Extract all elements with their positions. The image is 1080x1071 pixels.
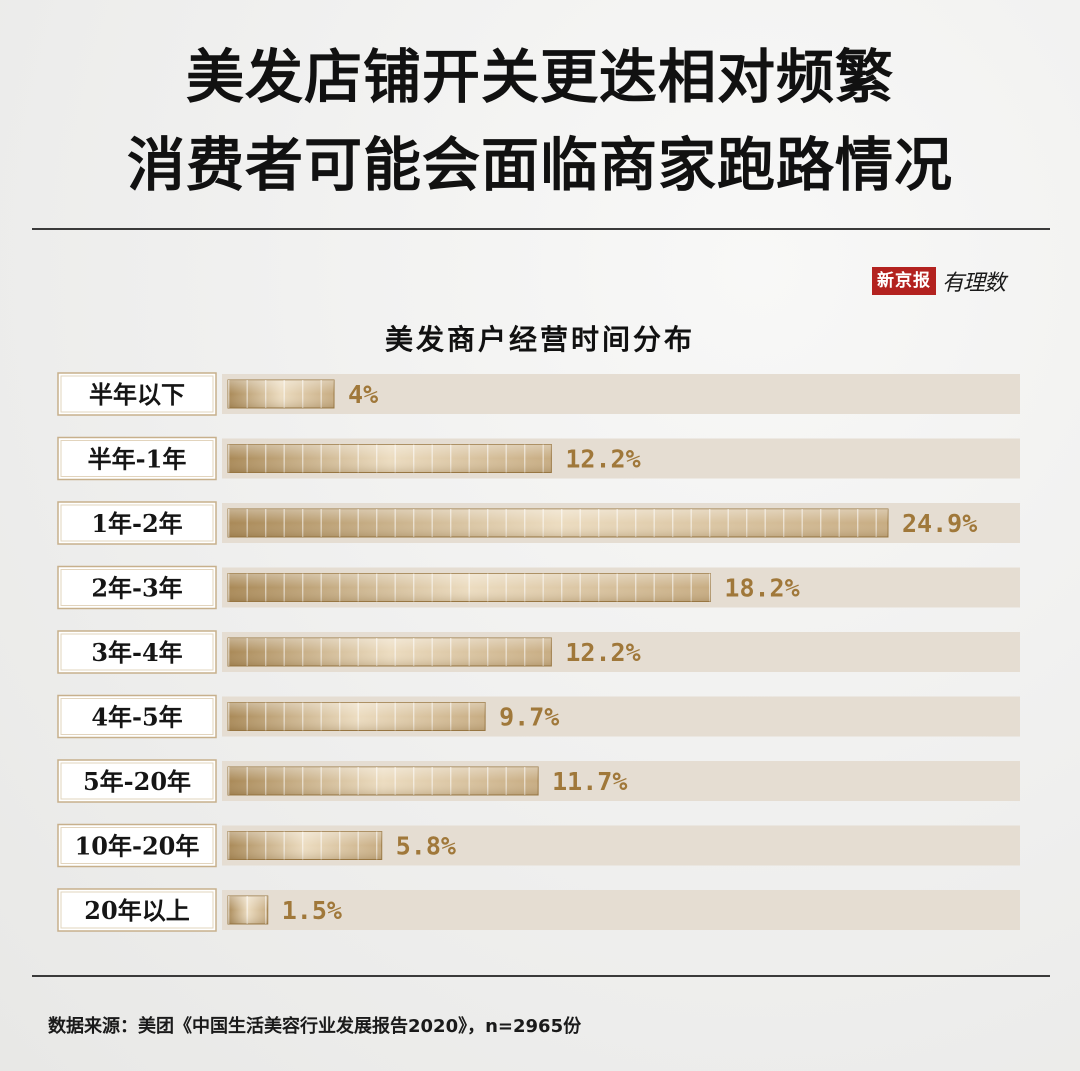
bar-shading [228, 767, 539, 795]
category-label: 半年以下 [89, 380, 185, 409]
category-label-inner-border [60, 827, 214, 864]
headline-line-2: 消费者可能会面临商家跑路情况 [126, 131, 953, 199]
bar-shading [228, 444, 552, 473]
category-label-box [57, 823, 217, 868]
category-label: 10年-20年 [75, 832, 200, 861]
category-label-inner-border [60, 440, 214, 477]
category-label-box [57, 436, 217, 481]
bar-shading [228, 638, 552, 666]
category-label: 20年以上 [84, 896, 189, 925]
bar-shading [228, 509, 888, 537]
category-label-box [57, 565, 217, 610]
category-label-inner-border [60, 569, 214, 606]
value-label: 12.2% [565, 445, 640, 474]
bar-shading [228, 702, 486, 731]
category-label-box [57, 888, 217, 932]
value-label: 12.2% [565, 638, 640, 667]
category-label-inner-border [60, 504, 214, 542]
category-label: 2年-3年 [91, 574, 182, 603]
source-note: 数据来源：美团《中国生活美容行业发展报告2020》，n=2965份 [48, 1016, 582, 1037]
headline-line-1: 美发店铺开关更迭相对频繁 [185, 43, 894, 111]
category-label-box [57, 372, 217, 416]
category-label: 5年-20年 [83, 767, 191, 796]
category-label: 1年-2年 [91, 509, 182, 538]
bar-track [222, 890, 1020, 930]
chart-title: 美发商户经营时间分布 [384, 323, 695, 356]
top-divider [32, 228, 1050, 230]
brand-sub: 有理数 [942, 271, 1006, 296]
category-label: 4年-5年 [91, 703, 182, 732]
category-label: 半年-1年 [88, 445, 187, 474]
category-label: 3年-4年 [91, 638, 182, 667]
category-label-box [57, 501, 217, 545]
value-label: 9.7% [499, 703, 559, 732]
value-label: 4% [348, 380, 378, 409]
brand-name: 新京报 [872, 267, 936, 295]
category-label-box [57, 759, 217, 803]
bar-track [222, 374, 1020, 414]
value-label: 1.5% [282, 896, 342, 925]
category-label-inner-border [60, 375, 214, 413]
brand-logo: 新京报 有理数 [872, 266, 1006, 296]
bar-shading [228, 380, 335, 408]
category-label-box [57, 630, 217, 674]
category-label-inner-border [60, 633, 214, 671]
bottom-divider [32, 975, 1050, 977]
bar-shading [228, 831, 382, 860]
category-label-inner-border [60, 698, 214, 735]
value-label: 5.8% [396, 832, 456, 861]
bar-shading [228, 896, 268, 924]
bar-shading [228, 573, 711, 602]
value-label: 11.7% [552, 767, 627, 796]
category-label-box [57, 694, 217, 739]
value-label: 18.2% [724, 574, 799, 603]
value-label: 24.9% [902, 509, 977, 538]
category-label-inner-border [60, 891, 214, 929]
category-label-inner-border [60, 762, 214, 800]
